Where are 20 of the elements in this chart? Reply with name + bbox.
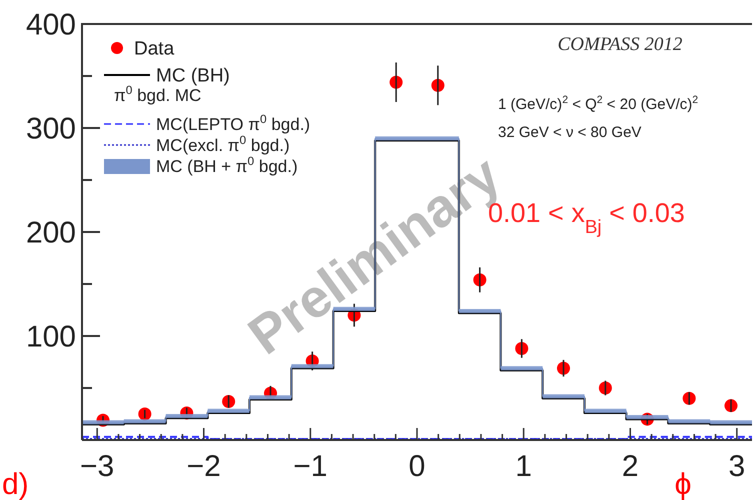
legend-label: MC (BH) <box>156 66 230 87</box>
annotation: 32 GeV < ν < 80 GeV <box>498 124 642 141</box>
annotation: COMPASS 2012 <box>558 34 683 55</box>
x-tick-label: 1 <box>515 450 532 483</box>
x-axis-title: ϕ <box>674 468 692 500</box>
y-tick-label: 400 <box>26 8 76 42</box>
legend-label: Data <box>134 38 175 60</box>
y-tick-label: 300 <box>26 112 76 146</box>
text: d) <box>2 468 29 500</box>
legend-label: MC(excl. π$^{0}$ bgd.) <box>156 132 290 155</box>
x-tick-label: −1 <box>293 450 328 483</box>
annotation: 1 (GeV/c)$^{2}$ < Q$^{2}$ < 20 (GeV/c)$^{2}$ <box>498 94 698 113</box>
legend-label: MC(LEPTO π$^{0}$ bgd.) <box>156 112 310 134</box>
y-tick-label: 100 <box>26 320 76 354</box>
y-tick-label: 200 <box>26 216 76 250</box>
x-tick-label: 2 <box>622 450 639 483</box>
x-tick-label: 0 <box>408 450 426 483</box>
x-tick-label: 3 <box>728 450 746 483</box>
x-tick-label: −2 <box>186 450 221 483</box>
x-tick-label: −3 <box>80 450 114 483</box>
